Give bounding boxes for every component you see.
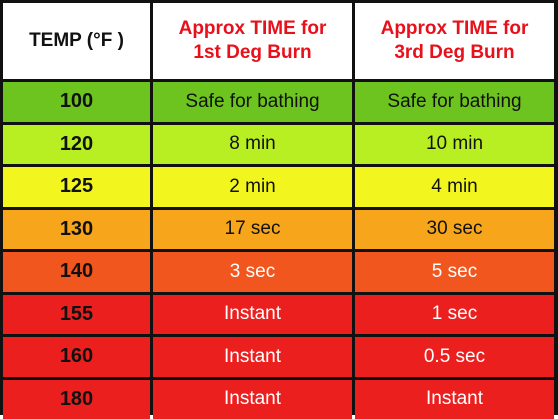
- row-third-degree-time: 10 min: [355, 125, 554, 165]
- header-first-degree-label: Approx TIME for 1st Deg Burn: [179, 17, 327, 65]
- row-temp: 125: [3, 167, 150, 207]
- header-first-line2: 1st Deg Burn: [193, 42, 311, 63]
- row-first-degree-time: Safe for bathing: [153, 82, 352, 122]
- row-temp: 160: [3, 337, 150, 377]
- header-temp-label: TEMP (°F ): [29, 30, 124, 52]
- row-third-degree-time: Instant: [355, 380, 554, 419]
- row-temp: 120: [3, 125, 150, 165]
- row-first-degree-time: 2 min: [153, 167, 352, 207]
- header-temp: TEMP (°F ): [3, 3, 150, 79]
- row-third-degree-time: 0.5 sec: [355, 337, 554, 377]
- header-third-line1: Approx TIME for: [381, 18, 529, 39]
- row-temp: 155: [3, 295, 150, 335]
- header-third-degree-label: Approx TIME for 3rd Deg Burn: [381, 17, 529, 65]
- row-first-degree-time: Instant: [153, 295, 352, 335]
- row-temp: 180: [3, 380, 150, 419]
- row-first-degree-time: 17 sec: [153, 210, 352, 250]
- row-third-degree-time: Safe for bathing: [355, 82, 554, 122]
- row-first-degree-time: 8 min: [153, 125, 352, 165]
- header-first-line1: Approx TIME for: [179, 18, 327, 39]
- header-third-degree: Approx TIME for 3rd Deg Burn: [355, 3, 554, 79]
- row-first-degree-time: 3 sec: [153, 252, 352, 292]
- row-third-degree-time: 4 min: [355, 167, 554, 207]
- row-first-degree-time: Instant: [153, 380, 352, 419]
- row-first-degree-time: Instant: [153, 337, 352, 377]
- row-third-degree-time: 5 sec: [355, 252, 554, 292]
- row-temp: 130: [3, 210, 150, 250]
- row-temp: 140: [3, 252, 150, 292]
- row-third-degree-time: 30 sec: [355, 210, 554, 250]
- header-third-line2: 3rd Deg Burn: [394, 42, 514, 63]
- row-third-degree-time: 1 sec: [355, 295, 554, 335]
- header-first-degree: Approx TIME for 1st Deg Burn: [153, 3, 352, 79]
- row-temp: 100: [3, 82, 150, 122]
